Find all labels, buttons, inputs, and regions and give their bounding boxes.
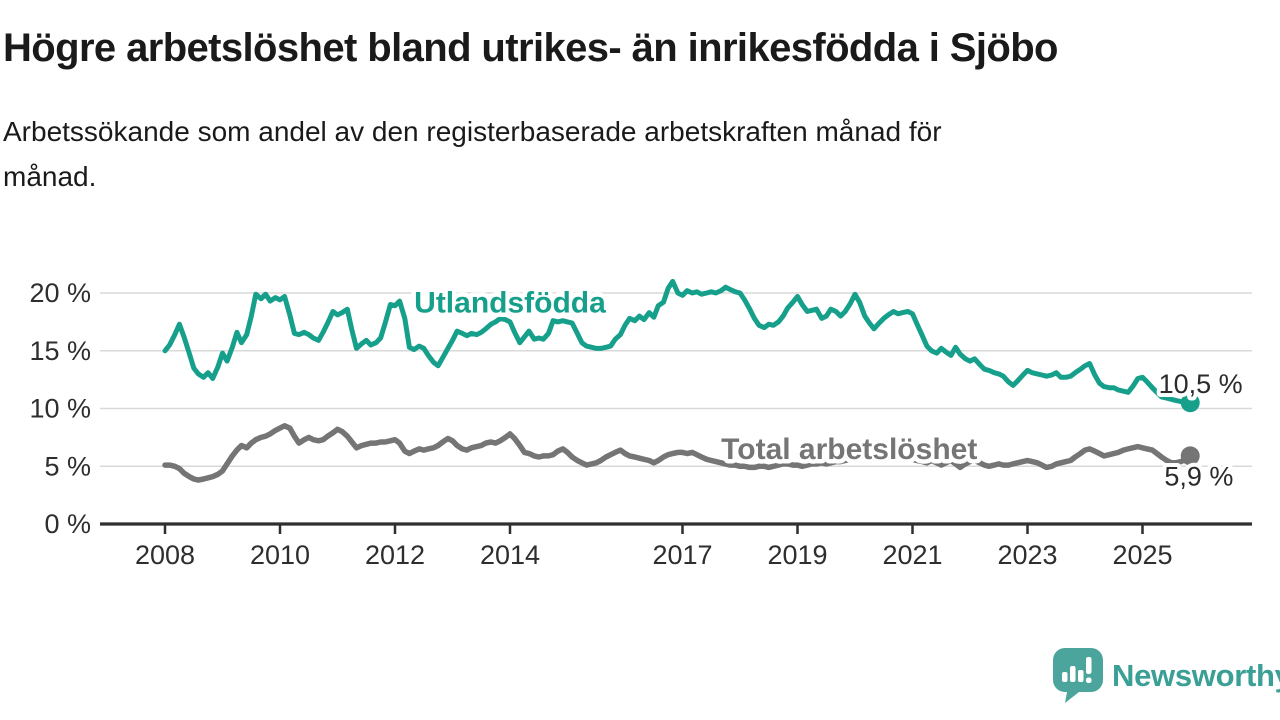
x-axis-tick-label: 2012 bbox=[365, 540, 425, 570]
x-axis-tick-label: 2008 bbox=[135, 540, 195, 570]
x-axis-tick-label: 2010 bbox=[250, 540, 310, 570]
series-line-total bbox=[162, 423, 1193, 483]
series-label: Total arbetslöshet bbox=[721, 433, 977, 466]
page-title: Högre arbetslöshet bland utrikes- än inr… bbox=[3, 26, 1058, 70]
x-axis-tick-label: 2021 bbox=[882, 540, 942, 570]
x-axis-tick-label: 2025 bbox=[1112, 540, 1172, 570]
series-end-dot bbox=[1180, 446, 1200, 466]
series-label: Utlandsfödda bbox=[414, 287, 606, 320]
subtitle-line-1: Arbetssökande som andel av den registerb… bbox=[3, 116, 942, 147]
x-axis-tick-label: 2023 bbox=[997, 540, 1057, 570]
y-axis-tick-label: 5 % bbox=[44, 451, 91, 481]
subtitle-line-2: månad. bbox=[3, 161, 97, 192]
end-value-label: 10,5 % bbox=[1159, 369, 1243, 399]
series-end-dot bbox=[1180, 393, 1200, 413]
newsworthy-logo: Newsworthy bbox=[1053, 648, 1280, 703]
x-axis-tick-label: 2017 bbox=[652, 540, 712, 570]
newsworthy-chart-bubble-icon bbox=[1053, 648, 1103, 703]
y-axis-tick-label: 10 % bbox=[29, 394, 91, 424]
y-axis-tick-label: 20 % bbox=[29, 278, 91, 308]
y-axis-tick-label: 0 % bbox=[44, 509, 91, 539]
page-subtitle: Arbetssökande som andel av den registerb… bbox=[3, 109, 1193, 199]
x-axis-tick-label: 2014 bbox=[480, 540, 540, 570]
y-axis-tick-label: 15 % bbox=[29, 336, 91, 366]
series-line-utlandsfodda bbox=[162, 278, 1193, 406]
end-value-label: 5,9 % bbox=[1164, 461, 1233, 491]
chart-header: Högre arbetslöshet bland utrikes- än inr… bbox=[3, 26, 1243, 199]
newsworthy-wordmark: Newsworthy bbox=[1112, 657, 1280, 693]
x-axis-tick-label: 2019 bbox=[767, 540, 827, 570]
